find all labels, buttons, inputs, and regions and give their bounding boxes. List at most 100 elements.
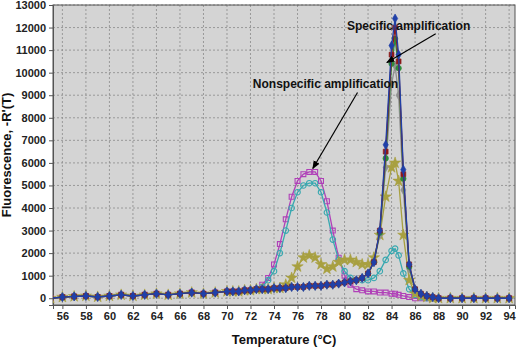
tick-mark [49,140,53,141]
tick-mark [298,305,299,309]
tick: 92 [480,305,492,322]
tick-mark [368,305,369,309]
tick-label: 78 [315,310,327,322]
chart: 5658606264666870727476788082848688909294… [0,0,522,353]
tick-label: 7000 [22,134,46,146]
marker [307,169,312,174]
tick: 72 [245,305,257,322]
marker [324,280,329,289]
grid [53,5,515,305]
series [53,61,512,302]
tick-label: 94 [503,310,516,322]
marker [248,286,253,295]
marker [348,277,353,286]
tick: 88 [433,305,445,322]
marker [371,258,376,267]
marker [301,282,306,291]
marker [383,290,388,295]
marker [318,281,323,290]
marker [406,286,412,292]
tick-mark [274,305,275,309]
tick: 12000 [15,22,53,34]
marker [107,291,112,300]
marker [483,294,488,303]
marker [295,282,300,291]
tick-label: 90 [456,310,468,322]
marker [354,276,359,285]
marker [271,284,276,293]
tick-label: 72 [245,310,257,322]
marker [389,157,400,168]
marker [142,290,147,299]
marker [201,289,206,298]
marker [230,287,235,296]
marker [95,292,100,301]
series [53,180,512,301]
marker [254,285,259,294]
marker [151,288,162,299]
marker [295,178,300,183]
marker [412,285,417,294]
marker [471,294,476,303]
marker [389,41,394,50]
tick-mark [321,305,322,309]
tick-label: 56 [57,310,69,322]
series [53,25,512,301]
tick: 5000 [22,179,53,191]
tick-label: 70 [221,310,233,322]
marker [424,291,429,300]
marker [301,282,306,291]
marker [407,295,412,300]
marker [401,294,406,299]
marker [53,294,54,303]
series-line [53,172,509,298]
marker [324,210,330,216]
marker [186,287,197,298]
marker [236,287,241,296]
marker [260,285,265,294]
tick-label: 82 [362,310,374,322]
marker [401,165,406,174]
marker [265,277,271,283]
y-axis-title: Fluorescence, -R'(T) [0,93,14,217]
marker [418,289,423,298]
tick-mark [486,305,487,309]
marker [265,285,270,294]
marker [307,281,312,290]
marker [495,294,500,303]
tick-mark [49,298,53,299]
marker [166,290,171,299]
series-line [53,39,509,298]
tick-mark [49,5,53,6]
marker [213,288,218,297]
tick-mark [227,305,228,309]
marker [242,286,247,295]
marker [319,178,324,183]
marker [371,275,377,281]
marker [83,291,88,300]
tick-label: 68 [198,310,210,322]
tick-label: 0 [40,292,46,304]
tick-label: 86 [409,310,421,322]
marker [142,290,147,299]
tick: 78 [315,305,327,322]
tick: 3000 [22,225,53,237]
series-line [53,19,509,299]
tick-label: 88 [433,310,445,322]
marker [307,180,313,186]
tick: 64 [151,305,164,322]
marker [396,253,402,259]
marker [330,280,335,289]
marker [224,287,229,296]
marker [60,293,65,302]
tick-label: 80 [339,310,351,322]
tick-label: 64 [151,310,164,322]
series-line [53,163,509,298]
marker [377,268,383,274]
tick: 58 [80,305,92,322]
marker [271,268,277,274]
marker [483,294,488,303]
marker [342,278,347,287]
tick-label: 74 [268,310,281,322]
marker [313,281,318,290]
